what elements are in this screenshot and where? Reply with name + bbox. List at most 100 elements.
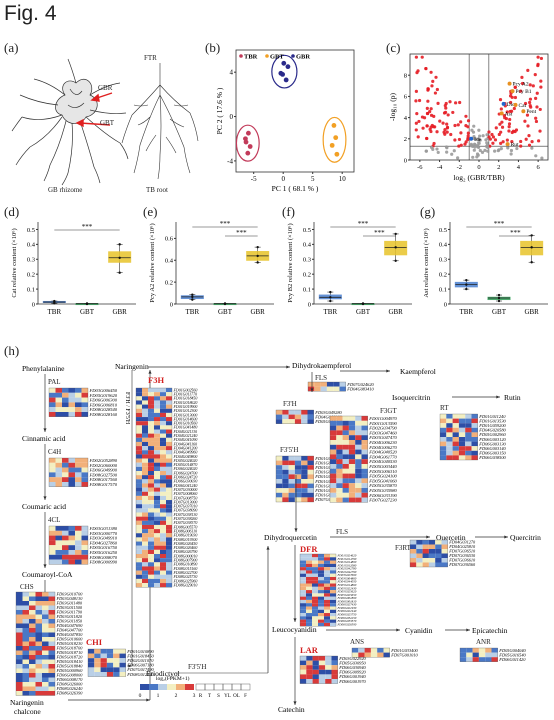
volcano-point bbox=[477, 141, 481, 145]
pathway-enzyme: F3'H / F3'5'H bbox=[124, 392, 130, 425]
heatmap-cell bbox=[166, 462, 172, 467]
heatmap-cell bbox=[325, 660, 332, 666]
volcano-point-label: Rut bbox=[511, 142, 519, 148]
volcano-highlight-point bbox=[501, 101, 506, 106]
box-category-label: TBR bbox=[460, 308, 474, 316]
pca-legend-marker bbox=[291, 54, 295, 58]
heatmap-cell bbox=[48, 677, 55, 682]
box-ytick-label: 0 bbox=[444, 301, 447, 308]
heatmap-cell bbox=[282, 460, 289, 466]
gene-id-label: FD01G018450 bbox=[126, 653, 154, 658]
pca-ytick-label: -4 bbox=[227, 157, 233, 165]
gene-id-label: FD04G049960 bbox=[173, 450, 198, 455]
heatmap-cell bbox=[333, 386, 340, 392]
pca-legend-marker bbox=[265, 54, 269, 58]
heatmap-cell bbox=[300, 622, 306, 627]
heatmap-cell bbox=[81, 550, 88, 555]
volcano-xlabel: log₂ (GBR/TBR) bbox=[453, 173, 505, 182]
gene-id-label: FD06G033370 bbox=[337, 619, 357, 623]
heatmap-cell bbox=[288, 465, 295, 470]
heatmap-cell bbox=[300, 567, 306, 571]
heatmap-cell bbox=[312, 593, 318, 597]
heatmap-cell bbox=[428, 544, 436, 549]
heatmap-cell bbox=[428, 558, 436, 563]
heatmap-cell bbox=[300, 606, 306, 610]
heatmap-cell bbox=[154, 408, 160, 413]
heatmap-cell bbox=[136, 491, 142, 496]
pca-point-gbr bbox=[281, 60, 287, 66]
heatmap-cell bbox=[49, 467, 56, 473]
heatmap-cell bbox=[300, 563, 306, 568]
heatmap-cell bbox=[306, 665, 313, 670]
heatmap-cell bbox=[301, 483, 308, 489]
heatmap-cell bbox=[142, 458, 148, 463]
heatmap-cell bbox=[142, 562, 148, 567]
volcano-point bbox=[537, 139, 541, 143]
gene-id-label: FD06G026590 bbox=[337, 622, 357, 626]
volcano-point bbox=[435, 130, 439, 134]
pathway-arrowhead bbox=[293, 618, 297, 622]
caption-gb-rhizome: GB rhizome bbox=[48, 186, 83, 194]
volcano-point bbox=[510, 139, 514, 144]
heatmap-cell bbox=[75, 535, 82, 541]
volcano-point bbox=[536, 55, 540, 59]
heatmap-cell bbox=[166, 446, 172, 451]
gene-id-label: FD07G037010 bbox=[173, 504, 198, 509]
box-ytick-label: 0.2 bbox=[439, 271, 447, 278]
heatmap-cell bbox=[142, 491, 148, 496]
heatmap-cell bbox=[22, 628, 29, 633]
gene-id-label: FD03G011820 bbox=[56, 614, 83, 619]
significance-label: *** bbox=[510, 229, 521, 237]
heatmap-frame bbox=[275, 455, 314, 503]
heatmap-cell bbox=[307, 465, 314, 470]
box-ytick-label: 0.5 bbox=[27, 227, 35, 234]
heatmap-cell bbox=[22, 682, 29, 687]
volcano-point bbox=[507, 125, 511, 129]
gene-id-label: FD06G011420 bbox=[498, 657, 526, 662]
volcano-point bbox=[513, 129, 517, 134]
heatmap-cell bbox=[94, 667, 101, 672]
volcano-xtick-label: 4 bbox=[517, 164, 521, 171]
volcano-point bbox=[414, 99, 418, 103]
heatmap-cell bbox=[68, 397, 75, 403]
volcano-ytick-label: 0 bbox=[404, 157, 407, 164]
volcano-point bbox=[453, 138, 457, 142]
heatmap-cell bbox=[136, 554, 142, 559]
heatmap-cell bbox=[318, 603, 324, 607]
heatmap-cell bbox=[361, 425, 368, 431]
heatmap-cell bbox=[330, 449, 337, 455]
heatmap-cell bbox=[441, 553, 448, 558]
heatmap-cell bbox=[154, 491, 160, 496]
panel-f-label: (f) bbox=[282, 204, 295, 219]
volcano-point bbox=[499, 107, 503, 111]
heatmap-cell bbox=[106, 649, 114, 654]
heatmap-cell bbox=[312, 557, 318, 561]
heatmap-cell bbox=[318, 560, 324, 564]
heatmap-cell bbox=[16, 610, 23, 615]
heatmap-cell bbox=[136, 388, 142, 393]
gene-id-label: FD05G025620 bbox=[337, 590, 357, 594]
heatmap-cell bbox=[154, 520, 160, 525]
heatmap-cell bbox=[410, 540, 417, 545]
heatmap-cell bbox=[119, 667, 126, 672]
heatmap-cell bbox=[355, 464, 362, 469]
heatmap-cell bbox=[307, 483, 314, 489]
gene-id-label: FD02G042790 bbox=[337, 570, 357, 574]
heatmap-cell bbox=[166, 421, 172, 426]
heatmap-frame bbox=[135, 387, 173, 588]
significance-label: *** bbox=[220, 220, 231, 228]
heatmap-cell bbox=[136, 437, 142, 442]
figure-title: Fig. 4 bbox=[4, 2, 57, 25]
heatmap-cell bbox=[81, 397, 88, 403]
pca-point-gbr bbox=[283, 77, 289, 83]
heatmap-cell bbox=[465, 427, 472, 433]
heatmap-cell bbox=[330, 454, 337, 460]
heatmap-cell bbox=[358, 648, 365, 653]
pca-point-gbt bbox=[331, 123, 337, 128]
heatmap-cell bbox=[312, 619, 318, 623]
heatmap-cell bbox=[75, 526, 82, 531]
volcano-point bbox=[429, 125, 433, 129]
heatmap-cell bbox=[307, 492, 314, 498]
heatmap-cell bbox=[471, 441, 478, 447]
